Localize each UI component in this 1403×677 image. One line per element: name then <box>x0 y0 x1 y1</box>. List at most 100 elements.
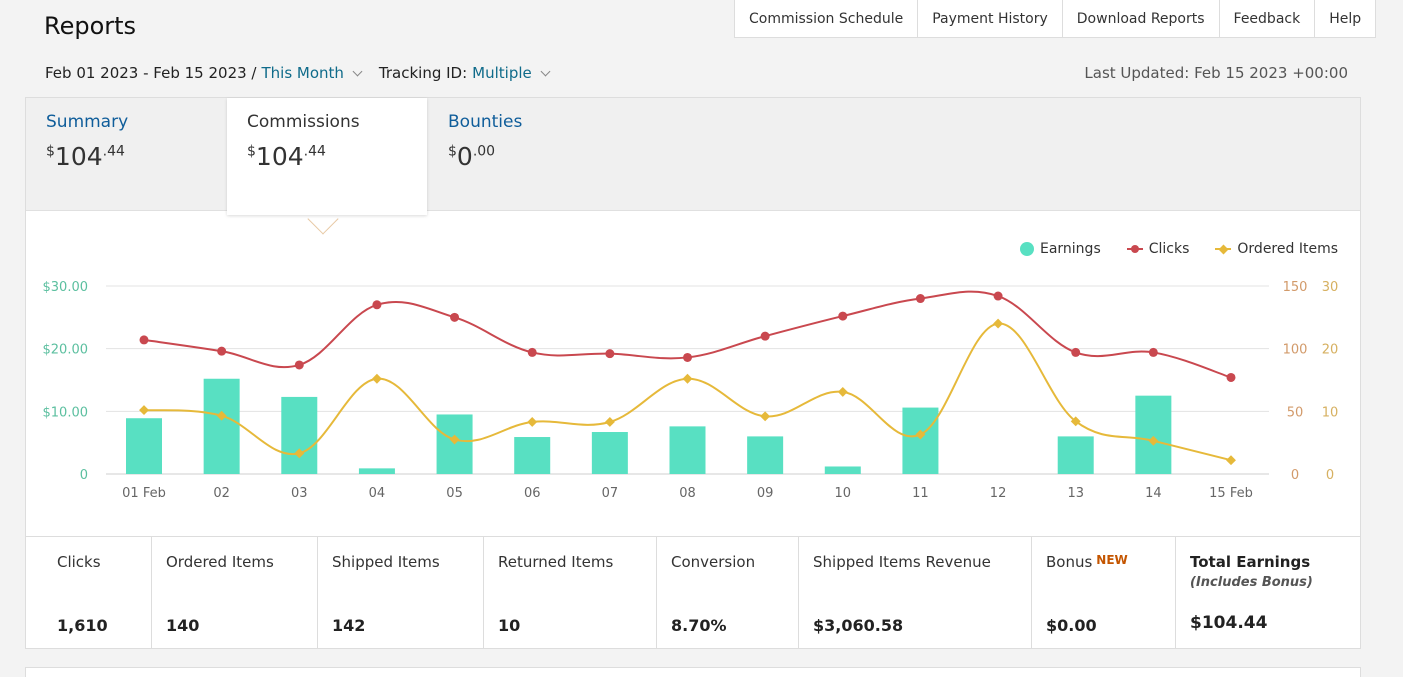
y-left-tick-label: $20.00 <box>43 343 89 358</box>
earnings-bar <box>902 407 939 474</box>
stat-returned-items: Returned Items 10 <box>483 537 656 649</box>
ordered-items-point <box>1226 455 1236 466</box>
clicks-point <box>1071 347 1081 357</box>
tab-bounties[interactable]: Bounties $0.00 <box>428 98 628 211</box>
x-tick-label: 15 Feb <box>1209 486 1253 501</box>
stat-bonus: Bonus NEW $0.00 <box>1031 537 1175 649</box>
y-left-tick-label: $10.00 <box>43 405 89 420</box>
ordered-items-point <box>760 411 771 422</box>
x-tick-label: 10 <box>835 486 852 501</box>
y-left-tick-label: 0 <box>80 468 88 483</box>
ordered-items-point <box>1148 435 1159 446</box>
chevron-down-icon[interactable] <box>352 66 363 76</box>
ordered-items-point <box>527 417 538 427</box>
commissions-amount: $104.44 <box>247 142 326 171</box>
ordered-items-point <box>604 417 615 427</box>
clicks-point <box>294 360 304 370</box>
clicks-point <box>1226 372 1236 382</box>
payment-history-link[interactable]: Payment History <box>917 0 1062 37</box>
y-right-tick-label: 150 <box>1283 280 1308 295</box>
clicks-point <box>217 346 227 356</box>
y-right2-tick-label: 20 <box>1322 343 1339 358</box>
earnings-bar <box>126 418 162 474</box>
ordered-items-point <box>216 410 227 421</box>
x-tick-label: 07 <box>602 486 619 501</box>
earnings-bar <box>747 436 784 474</box>
ordered-items-point <box>915 429 926 440</box>
stat-total-earnings: Total Earnings (Includes Bonus) $104.44 <box>1175 537 1360 649</box>
summary-amount: $104.44 <box>46 142 125 171</box>
page-title: Reports <box>44 12 137 40</box>
clicks-point <box>372 300 382 310</box>
clicks-point <box>993 291 1003 301</box>
legend-ordered-items[interactable]: Ordered Items <box>1215 241 1338 257</box>
x-tick-label: 06 <box>524 486 541 501</box>
chart-legend: Earnings Clicks Ordered Items <box>1019 241 1338 257</box>
tab-label: Summary <box>46 112 129 132</box>
stat-conversion: Conversion 8.70% <box>656 537 798 649</box>
x-tick-label: 14 <box>1145 486 1162 501</box>
y-right2-tick-label: 30 <box>1322 280 1339 295</box>
report-tabs: Summary $104.44 Commissions $104.44 Boun… <box>26 98 1360 215</box>
tracking-id-dropdown[interactable]: Multiple <box>472 64 532 82</box>
y-right2-tick-label: 0 <box>1326 468 1334 483</box>
ordered-items-line-icon <box>1215 248 1232 250</box>
period-dropdown[interactable]: This Month <box>261 64 344 82</box>
new-badge: NEW <box>1096 553 1128 567</box>
help-link[interactable]: Help <box>1314 0 1375 37</box>
earnings-bar <box>669 426 706 474</box>
x-tick-label: 03 <box>291 486 308 501</box>
tab-commissions[interactable]: Commissions $104.44 <box>227 98 427 215</box>
y-right-tick-label: 0 <box>1291 468 1299 483</box>
tab-label: Bounties <box>448 112 523 132</box>
earnings-bar <box>824 466 861 474</box>
clicks-point <box>605 349 615 359</box>
earnings-bar <box>514 437 551 474</box>
chevron-down-icon[interactable] <box>540 66 551 76</box>
stats-row: Clicks 1,610 Ordered Items 140 Shipped I… <box>26 536 1360 649</box>
legend-clicks[interactable]: Clicks <box>1126 241 1189 257</box>
tab-summary[interactable]: Summary $104.44 <box>26 98 226 211</box>
legend-earnings[interactable]: Earnings <box>1019 241 1101 257</box>
x-tick-label: 04 <box>369 486 386 501</box>
clicks-point <box>838 311 848 321</box>
earnings-dot-icon <box>1019 242 1034 256</box>
bounties-amount: $0.00 <box>448 142 496 171</box>
chart-canvas: 0 0 0 $10.00 50 10 $20.00 100 20 $30.00 150 30 01 Fe… <box>43 280 1339 501</box>
y-right-tick-label: 100 <box>1283 343 1308 358</box>
filter-bar: Feb 01 2023 - Feb 15 2023 / This Month T… <box>45 64 551 82</box>
x-tick-label: 08 <box>679 486 696 501</box>
ordered-items-point <box>993 318 1004 329</box>
stat-shipped-revenue: Shipped Items Revenue $3,060.58 <box>798 537 1031 649</box>
top-links-nav: Commission Schedule Payment History Down… <box>734 0 1377 38</box>
download-reports-link[interactable]: Download Reports <box>1061 0 1219 37</box>
earnings-bar <box>591 432 628 474</box>
next-panel <box>25 667 1361 677</box>
earnings-chart: Earnings Clicks Ordered Items 0 0 0 $10.00 5… <box>26 211 1360 536</box>
clicks-point <box>915 294 925 304</box>
commission-schedule-link[interactable]: Commission Schedule <box>749 10 904 27</box>
tracking-id-label: Tracking ID: <box>378 64 468 82</box>
clicks-point <box>139 335 149 345</box>
clicks-point <box>527 347 537 357</box>
y-right2-tick-label: 10 <box>1322 405 1339 420</box>
tab-label: Commissions <box>247 112 360 132</box>
ordered-items-point <box>682 373 693 384</box>
stat-ordered-items: Ordered Items 140 <box>151 537 317 649</box>
x-tick-label: 02 <box>213 486 230 501</box>
ordered-items-point <box>1070 416 1081 427</box>
earnings-bar <box>203 378 240 474</box>
earnings-bar <box>1135 395 1172 474</box>
date-range-text: Feb 01 2023 - Feb 15 2023 / <box>45 64 257 82</box>
clicks-point <box>683 352 692 362</box>
earnings-bar <box>281 396 318 474</box>
stat-clicks: Clicks 1,610 <box>57 553 108 635</box>
ordered-items-point <box>837 386 848 397</box>
x-tick-label: 01 Feb <box>122 486 166 501</box>
earnings-bar <box>1057 436 1094 474</box>
report-panel: Summary $104.44 Commissions $104.44 Boun… <box>25 97 1361 649</box>
clicks-point <box>760 331 770 341</box>
ordered-items-point <box>371 373 382 384</box>
feedback-link[interactable]: Feedback <box>1218 0 1315 37</box>
x-tick-label: 12 <box>990 486 1007 501</box>
